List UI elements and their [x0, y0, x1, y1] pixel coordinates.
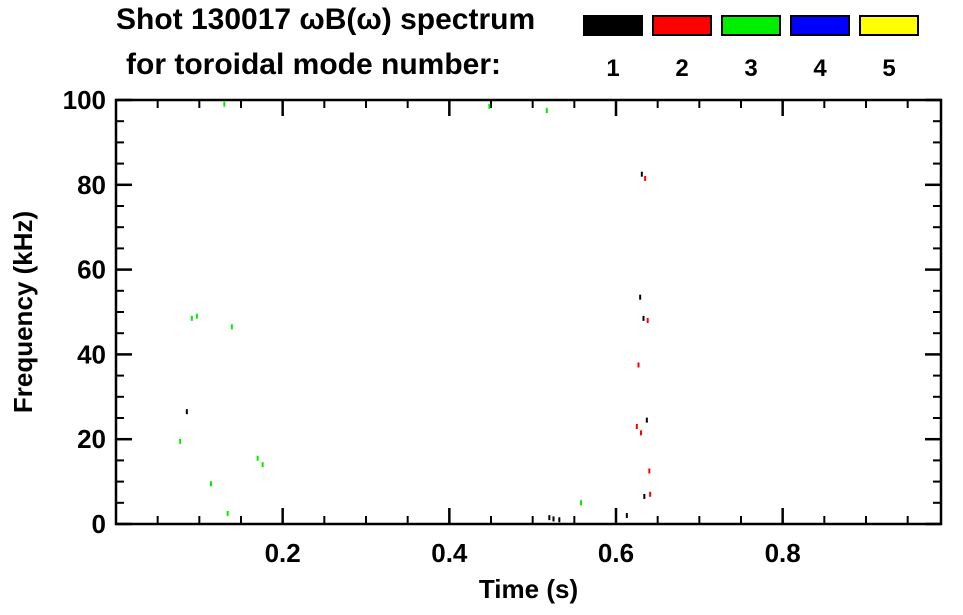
- chart-title: Shot 130017 ωB(ω) spectrum: [116, 3, 536, 36]
- y-tick-label: 80: [77, 170, 106, 200]
- legend-swatch-3: [721, 15, 781, 36]
- y-tick-label: 20: [77, 424, 106, 454]
- legend-swatch-4: [790, 15, 850, 36]
- x-tick-label: 0.2: [265, 538, 301, 568]
- data-point-n=1: [642, 315, 645, 321]
- data-point-n=1: [548, 515, 551, 521]
- data-point-n=1: [643, 493, 646, 499]
- data-point-n=1: [552, 516, 555, 522]
- legend-swatch-2: [652, 15, 712, 36]
- data-point-n=3: [580, 500, 582, 506]
- data-point-n=1: [558, 517, 561, 523]
- x-tick-label: 0.4: [431, 538, 468, 568]
- data-point-n=3: [488, 103, 491, 109]
- data-point-n=3: [179, 438, 182, 444]
- legend-label-5: 5: [882, 55, 896, 82]
- data-point-n=2: [646, 317, 649, 323]
- data-point-n=1: [639, 294, 642, 300]
- legend-label-3: 3: [744, 55, 758, 82]
- data-point-n=2: [644, 175, 647, 181]
- data-point-n=3: [190, 315, 193, 321]
- legend-mode-labels: 1 2 3 4 5: [583, 55, 919, 83]
- data-point-n=3: [195, 313, 198, 319]
- data-point-n=3: [210, 481, 212, 487]
- chart-subtitle: for toroidal mode number:: [126, 48, 501, 81]
- data-point-n=2: [649, 491, 652, 497]
- data-point-n=2: [637, 362, 640, 368]
- data-point-n=1: [185, 409, 188, 415]
- x-tick-label: 0.8: [765, 538, 801, 568]
- legend-label-2: 2: [675, 55, 689, 82]
- plot-frame: [114, 98, 943, 526]
- data-point-n=3: [545, 108, 548, 114]
- data-point-n=1: [625, 513, 628, 519]
- y-tick-label: 0: [92, 509, 106, 539]
- y-axis-label: Frequency (kHz): [8, 211, 38, 413]
- y-tick-label: 100: [63, 85, 106, 115]
- data-point-n=3: [223, 101, 226, 107]
- data-point-n=3: [230, 324, 233, 330]
- y-tick-label: 40: [77, 339, 106, 369]
- data-point-n=2: [648, 468, 651, 474]
- legend-label-4: 4: [813, 55, 827, 82]
- data-point-n=3: [261, 462, 264, 468]
- y-tick-label: 60: [77, 255, 106, 285]
- legend-label-1: 1: [606, 55, 620, 82]
- data-point-n=3: [256, 455, 259, 461]
- legend-swatch-1: [583, 15, 643, 36]
- data-point-n=1: [640, 171, 643, 177]
- data-point-n=2: [635, 423, 638, 429]
- x-tick-label: 0.6: [598, 538, 634, 568]
- legend-swatch-5: [859, 15, 919, 36]
- data-point-n=3: [226, 510, 229, 516]
- data-point-n=2: [640, 430, 642, 436]
- legend: [583, 15, 919, 36]
- x-axis-label: Time (s): [479, 574, 578, 604]
- data-point-n=1: [645, 417, 648, 423]
